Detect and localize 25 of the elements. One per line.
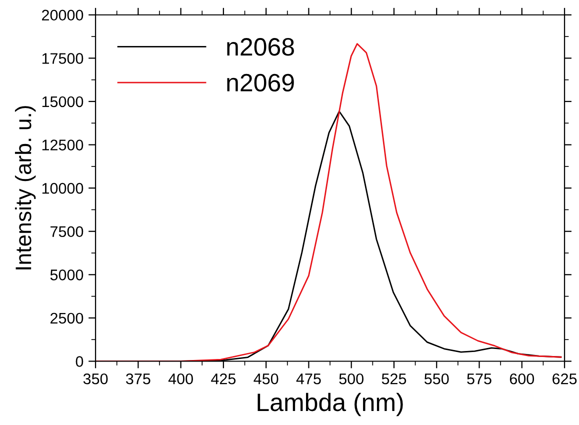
x-tick-label: 575 bbox=[467, 374, 492, 384]
y-tick-label: 0 bbox=[76, 356, 84, 367]
y-axis-title: Intensity (arb. u.) bbox=[14, 106, 36, 270]
x-tick-label: 450 bbox=[254, 373, 278, 384]
x-tick-label: 625 bbox=[552, 373, 577, 384]
x-tick-label: 375 bbox=[126, 373, 150, 384]
x-tick-label: 425 bbox=[211, 373, 236, 384]
x-tick-label: 475 bbox=[296, 374, 321, 384]
legend-label: n2069 bbox=[227, 74, 294, 92]
y-tick-label: 12500 bbox=[42, 140, 84, 150]
x-tick-label: 600 bbox=[510, 373, 534, 384]
y-tick-label: 7500 bbox=[50, 226, 84, 238]
x-tick-label: 525 bbox=[382, 373, 406, 384]
y-tick-label: 5000 bbox=[50, 270, 84, 280]
y-tick-label: 10000 bbox=[42, 182, 84, 194]
y-tick-label: 15000 bbox=[42, 96, 84, 108]
x-tick-label: 350 bbox=[83, 373, 108, 384]
x-tick-label: 500 bbox=[339, 373, 364, 384]
x-tick-label: 400 bbox=[168, 373, 193, 384]
y-tick-label: 2500 bbox=[50, 312, 84, 324]
legend-label: n2068 bbox=[227, 38, 294, 56]
x-axis-title: Lambda (nm) bbox=[258, 392, 403, 416]
y-tick-label: 20000 bbox=[42, 10, 84, 21]
x-tick-label: 550 bbox=[424, 373, 449, 384]
y-tick-label: 17500 bbox=[42, 53, 84, 64]
